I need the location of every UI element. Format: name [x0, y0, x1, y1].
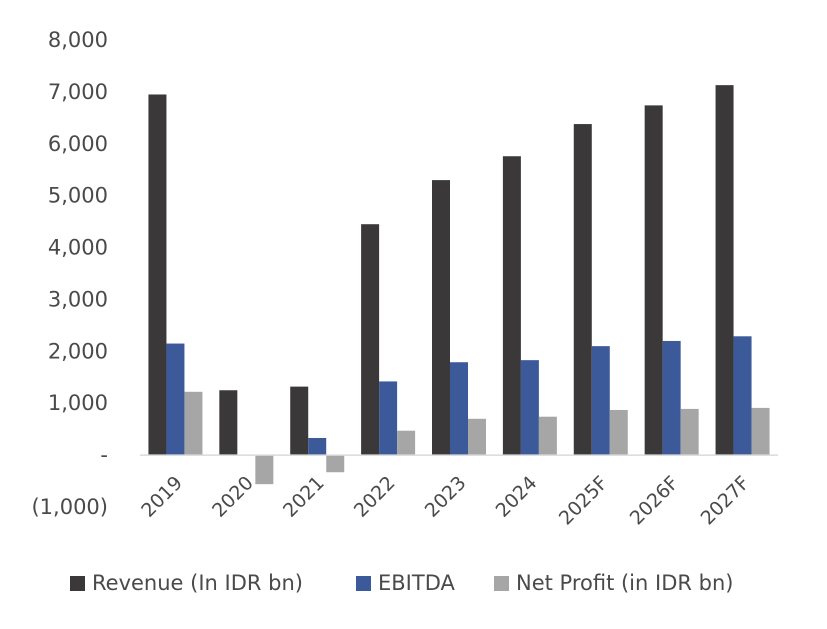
bar-ebitda-2023 — [450, 362, 468, 456]
bar-revenue-in-idr-bn-2020 — [219, 390, 238, 456]
bar-net-profit-in-idr-bn-2027f — [751, 407, 770, 456]
bar-revenue-in-idr-bn-2022 — [361, 224, 380, 456]
x-tick-label: 2022 — [350, 472, 400, 522]
bars — [148, 85, 770, 485]
legend: Revenue (In IDR bn) EBITDA Net Profit (in … — [70, 571, 733, 595]
y-tick-label: 4,000 — [48, 236, 108, 260]
legend-swatch — [70, 576, 85, 591]
bar-net-profit-in-idr-bn-2020 — [255, 455, 274, 485]
y-tick-label: 5,000 — [48, 184, 108, 208]
y-tick-label: 7,000 — [48, 80, 108, 104]
x-tick-label: 2024 — [492, 472, 542, 522]
bar-revenue-in-idr-bn-2025f — [573, 124, 592, 456]
bar-revenue-in-idr-bn-2021 — [290, 386, 309, 456]
bar-ebitda-2027f — [733, 336, 752, 456]
bar-ebitda-2025f — [591, 346, 610, 456]
x-tick-label: 2026F — [626, 472, 683, 529]
legend-label: Net Profit (in IDR bn) — [516, 571, 733, 595]
bar-revenue-in-idr-bn-2023 — [432, 180, 450, 456]
y-tick-label: 8,000 — [48, 28, 108, 52]
bar-ebitda-2022 — [379, 381, 398, 456]
legend-swatch — [494, 576, 509, 591]
y-axis-ticks: 8,000 7,000 6,000 5,000 4,000 3,000 2,000 1,000… — [31, 28, 108, 519]
legend-label: EBITDA — [378, 571, 455, 595]
y-tick-label: 6,000 — [48, 132, 108, 156]
y-tick-label: 3,000 — [48, 287, 108, 311]
legend-label: Revenue (In IDR bn) — [92, 571, 303, 595]
bar-net-profit-in-idr-bn-2019 — [184, 391, 203, 456]
bar-net-profit-in-idr-bn-2024 — [538, 416, 557, 456]
y-tick-label: 1,000 — [48, 391, 108, 415]
bar-revenue-in-idr-bn-2019 — [148, 94, 167, 456]
bar-net-profit-in-idr-bn-2023 — [468, 418, 486, 456]
y-tick-label: - — [100, 443, 108, 467]
x-tick-label: 2023 — [421, 472, 471, 522]
bar-ebitda-2024 — [520, 360, 539, 456]
x-axis-labels: 2019 2020 2021 2022 2023 2024 2025F 2026F 2027F — [137, 472, 754, 529]
x-tick-label: 2027F — [697, 472, 754, 529]
legend-swatch — [356, 576, 371, 591]
bar-revenue-in-idr-bn-2026f — [644, 105, 663, 456]
x-tick-label: 2019 — [137, 472, 187, 522]
x-tick-label: 2020 — [208, 472, 258, 522]
bar-ebitda-2021 — [308, 437, 327, 456]
bar-net-profit-in-idr-bn-2026f — [680, 408, 699, 456]
bar-net-profit-in-idr-bn-2022 — [397, 430, 416, 456]
bar-revenue-in-idr-bn-2024 — [502, 156, 521, 456]
y-tick-label: (1,000) — [31, 495, 108, 519]
y-tick-label: 2,000 — [48, 339, 108, 363]
bar-net-profit-in-idr-bn-2025f — [609, 409, 628, 456]
bar-ebitda-2019 — [166, 343, 185, 456]
x-tick-label: 2021 — [279, 472, 329, 522]
bar-ebitda-2026f — [662, 340, 681, 456]
x-tick-label: 2025F — [555, 472, 612, 529]
bar-revenue-in-idr-bn-2027f — [715, 85, 734, 456]
bar-net-profit-in-idr-bn-2021 — [326, 455, 345, 473]
